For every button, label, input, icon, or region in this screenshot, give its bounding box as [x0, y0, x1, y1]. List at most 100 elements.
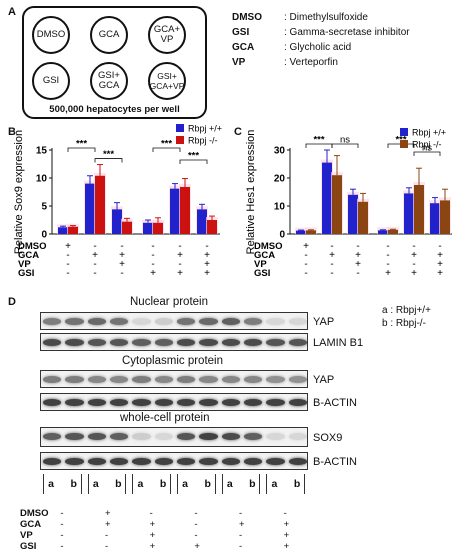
legend-swatch	[176, 124, 184, 132]
treatment-mark: +	[239, 519, 245, 530]
treatment-mark: -	[205, 241, 208, 252]
legend-a: a : Rbpj+/+	[382, 305, 431, 316]
blot-band	[266, 399, 285, 406]
blot-band	[288, 399, 307, 406]
significance-label: ***	[103, 149, 114, 160]
treatment-mark: -	[151, 241, 154, 252]
blot-band	[43, 376, 62, 383]
treatment-mark: +	[283, 530, 290, 541]
treatment-mark: +	[329, 250, 335, 261]
blot-band	[177, 399, 196, 406]
blot-lamin-b1	[40, 333, 308, 351]
lane-label: b	[293, 478, 301, 490]
blot-band	[154, 458, 173, 465]
blot-band	[87, 339, 106, 346]
y-tick-label: 10	[274, 202, 286, 213]
treatment-mark: +	[194, 541, 200, 552]
blot-band	[244, 318, 263, 325]
blot-band	[221, 339, 240, 346]
blot-band	[43, 318, 62, 325]
blot-band	[132, 399, 151, 406]
bar	[322, 162, 332, 234]
blot-band	[110, 376, 129, 383]
blot-band	[177, 318, 196, 325]
bar	[296, 230, 306, 234]
blot-band	[288, 433, 307, 440]
treatment-mark: -	[149, 508, 153, 519]
treatment-mark: -	[60, 519, 64, 530]
blot-sox9	[40, 427, 308, 447]
blot-band	[177, 376, 196, 383]
blot-band	[244, 376, 263, 383]
y-tick-label: 0	[279, 230, 285, 241]
blot-band	[87, 399, 106, 406]
blot-band	[65, 339, 84, 346]
treatment-mark: -	[438, 241, 441, 252]
legend-label: Rbpj +/+	[188, 124, 222, 134]
abbreviation-dmso: DMSO: Dimethylsulfoxide	[232, 12, 368, 23]
treatment-row-label: GCA	[18, 250, 39, 261]
y-tick-label: 0	[41, 230, 47, 241]
well-gsi-gca-vp: GSI+ GCA+VP	[148, 62, 186, 100]
lane-group-bracket	[266, 474, 305, 494]
blot-band	[199, 318, 218, 325]
blot-band	[266, 458, 285, 465]
blot-band	[288, 339, 307, 346]
abbreviation-gca: GCA: Glycholic acid	[232, 42, 352, 53]
sox9-bar-chart: 0 5 10 15 Relative Sox9 expression *** *** *** *…	[13, 124, 222, 280]
treatment-row-label: DMSO	[20, 508, 49, 519]
blot-label-cytoplasmic-yap: YAP	[313, 374, 335, 386]
blot-band	[266, 318, 285, 325]
legend-b: b : Rbpj-/-	[382, 318, 426, 329]
lane-group-bracket	[177, 474, 216, 494]
blot-band	[177, 433, 196, 440]
treatment-mark: -	[412, 241, 415, 252]
blot-band	[87, 376, 106, 383]
treatment-mark: +	[437, 250, 443, 261]
blot-band	[221, 376, 240, 383]
blot-band	[65, 433, 84, 440]
blot-band	[266, 339, 285, 346]
bar	[404, 193, 414, 234]
treatment-mark: +	[411, 250, 417, 261]
treatment-mark: +	[204, 250, 210, 261]
lane-label: b	[159, 478, 167, 490]
y-axis-label: Relative Hes1 expression	[245, 130, 257, 255]
significance-bracket	[413, 151, 441, 156]
y-tick-label: 30	[274, 146, 286, 157]
treatment-mark: +	[92, 250, 98, 261]
bar	[153, 222, 163, 234]
well-gsi: GSI	[32, 62, 70, 100]
treatment-mark: -	[194, 519, 198, 530]
significance-label: ***	[161, 139, 172, 150]
treatment-mark: -	[66, 268, 69, 279]
blot-band	[177, 339, 196, 346]
treatment-mark: +	[149, 530, 156, 541]
treatment-mark: -	[356, 241, 359, 252]
treatment-mark: +	[119, 259, 125, 270]
blot-label-whole-b-actin: B-ACTIN	[313, 456, 357, 468]
blot-band	[288, 458, 307, 465]
bar	[440, 200, 450, 234]
well-dmso: DMSO	[32, 16, 70, 54]
blot-band	[266, 376, 285, 383]
treatment-mark: -	[239, 530, 243, 541]
bar	[378, 230, 388, 234]
blot-label-nuclear-yap: YAP	[313, 316, 335, 328]
blot-band	[43, 399, 62, 406]
treatment-mark: +	[105, 508, 111, 519]
bar	[68, 226, 78, 234]
treatment-mark: -	[60, 508, 64, 519]
bar	[170, 188, 180, 234]
bar	[388, 229, 398, 234]
blot-band	[65, 458, 84, 465]
lane-label: a	[137, 478, 144, 490]
blot-band	[65, 318, 84, 325]
panel-c-label: C	[234, 126, 242, 138]
lane-label: b	[204, 478, 211, 490]
lane-label: b	[249, 478, 256, 490]
treatment-mark: +	[177, 250, 183, 261]
significance-bracket	[331, 143, 359, 148]
plate-caption: 500,000 hepatocytes per well	[49, 104, 180, 115]
